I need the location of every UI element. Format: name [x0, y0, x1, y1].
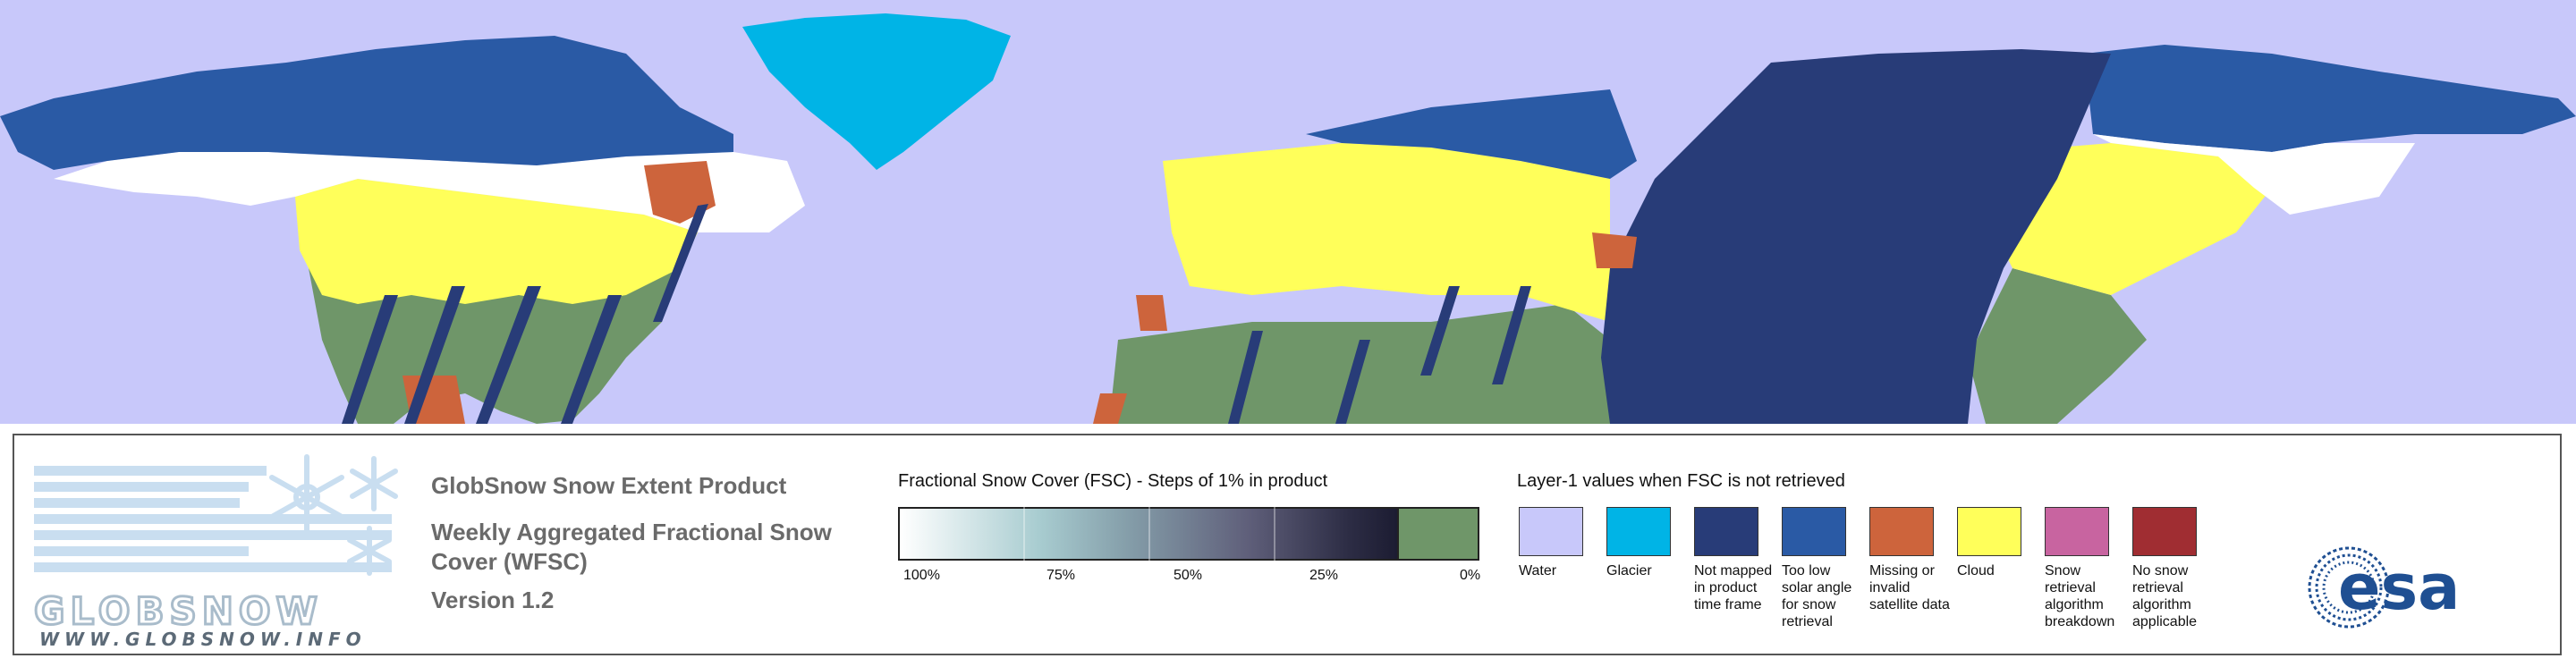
asia-cloud: [1986, 143, 2272, 295]
label-water: Water: [1519, 563, 1557, 578]
asia-snowfree: [1968, 268, 2147, 424]
fsc-gradient-bar: [898, 507, 1399, 561]
version-label: Version 1.2: [431, 587, 555, 613]
north-america-lowsolar: [0, 36, 733, 170]
eu-missing-1: [1136, 295, 1167, 331]
eu-missing-2: [1093, 393, 1127, 424]
globsnow-logo: GLOBSNOW WWW.GLOBSNOW.INFO: [33, 448, 410, 650]
fsc-tick-label: 0%: [1460, 568, 1481, 583]
swatch-no-algorithm: [2132, 507, 2197, 556]
layer1-title: Layer-1 values when FSC is not retrieved: [1517, 471, 1845, 491]
north-america-cloud: [295, 179, 698, 304]
na-stripes: [342, 204, 708, 424]
fsc-title: Fractional Snow Cover (FSC) - Steps of 1…: [898, 471, 1328, 491]
fsc-tick-label: 25%: [1309, 568, 1339, 583]
product-title: GlobSnow Snow Extent Product: [431, 472, 787, 499]
label-not-mapped: Not mapped in product time frame: [1694, 563, 1773, 612]
legend-panel: GLOBSNOW WWW.GLOBSNOW.INFO GlobSnow Snow…: [13, 434, 2562, 655]
swatch-breakdown: [2045, 507, 2109, 556]
swatch-glacier: [1606, 507, 1671, 556]
swatch-cloud: [1957, 507, 2021, 556]
swatch-water: [1519, 507, 1583, 556]
label-missing: Missing or invalid satellite data: [1869, 563, 1950, 612]
snowflake-icon: [269, 454, 398, 576]
fsc-tick-label: 50%: [1174, 568, 1203, 583]
swatch-not-mapped: [1694, 507, 1758, 556]
logo-wordmark: GLOBSNOW: [33, 588, 323, 635]
label-low-solar: Too low solar angle for snow retrieval: [1782, 563, 1852, 629]
eu-missing-3: [1592, 232, 1637, 268]
product-subtitle: Weekly Aggregated Fractional Snow Cover …: [431, 519, 832, 575]
fsc-zero-swatch: [1399, 507, 1479, 561]
swatch-missing: [1869, 507, 1934, 556]
north-america-snow: [54, 152, 805, 232]
eurasia-lowsolar: [1306, 89, 1637, 179]
label-breakdown: Snow retrieval algorithm breakdown: [2045, 563, 2115, 629]
not-mapped-swath: [1601, 49, 2111, 424]
fsc-tick-label: 75%: [1046, 568, 1076, 583]
esa-wordmark: esa: [2338, 551, 2460, 624]
swatch-low-solar: [1782, 507, 1846, 556]
label-cloud: Cloud: [1957, 563, 1995, 578]
fsc-tick-label: 100%: [903, 568, 940, 583]
label-no-algorithm: No snow retrieval algorithm applicable: [2132, 563, 2198, 629]
eurasia-cloud: [1163, 143, 1610, 322]
label-glacier: Glacier: [1606, 563, 1652, 578]
snow-cover-map: [0, 0, 2576, 424]
map-graphic: [0, 13, 2576, 424]
asia-snow: [2093, 134, 2415, 215]
greenland-glacier: [742, 13, 1011, 170]
eu-stripes: [1228, 286, 1531, 424]
logo-url: WWW.GLOBSNOW.INFO: [39, 629, 367, 650]
esa-logo: esa: [2304, 543, 2537, 632]
east-asia-lowsolar: [2084, 45, 2576, 152]
